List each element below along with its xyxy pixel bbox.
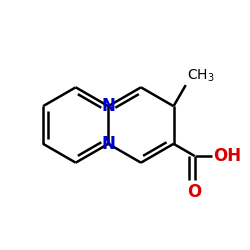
Text: O: O (188, 183, 202, 201)
Text: N: N (102, 97, 115, 115)
Text: N: N (102, 135, 115, 153)
Text: OH: OH (213, 147, 241, 165)
Text: CH$_3$: CH$_3$ (187, 68, 214, 84)
